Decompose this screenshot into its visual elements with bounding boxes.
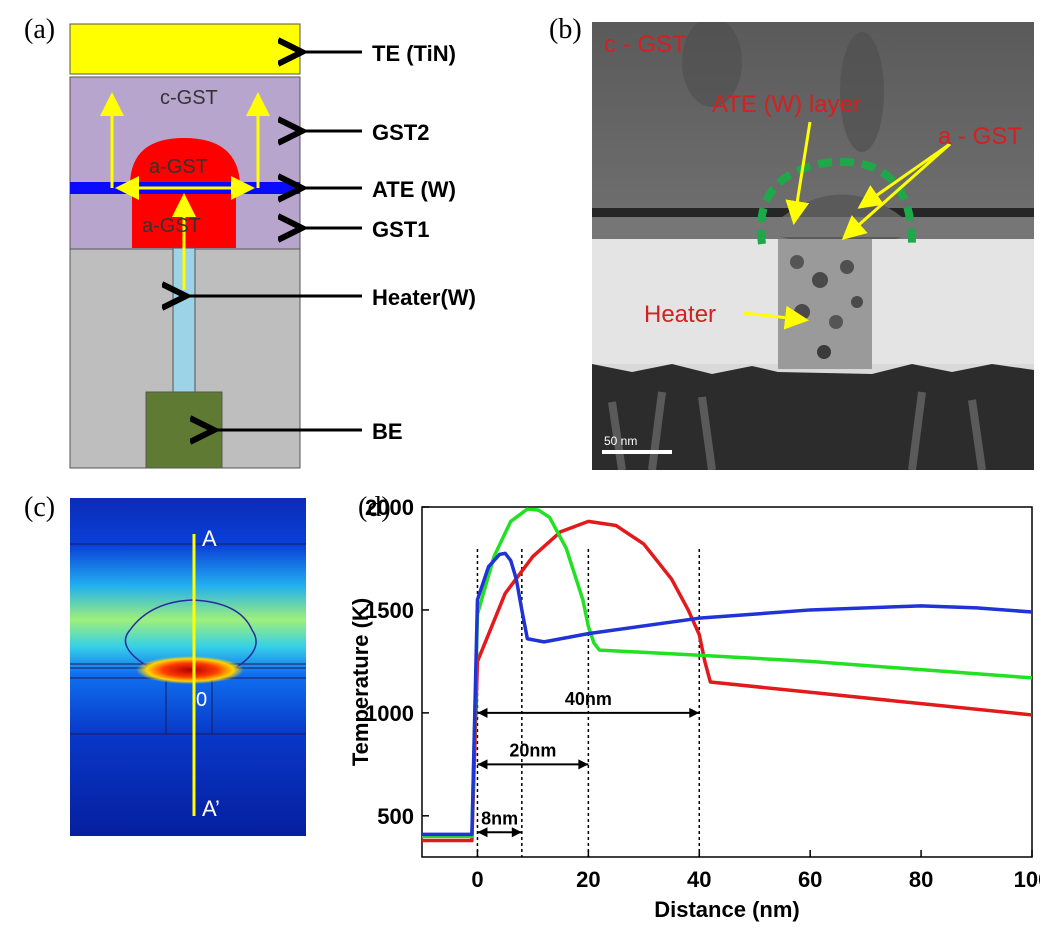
ate-annotation: ATE (W) — [372, 177, 456, 202]
tem-bottom-region — [592, 364, 1034, 470]
dimension-arrowhead — [689, 707, 700, 718]
section-label-a: A — [202, 526, 217, 551]
y-tick-label: 2000 — [365, 495, 414, 520]
dimension-arrowhead — [477, 827, 488, 838]
panel-label-a: (a) — [24, 14, 56, 45]
y-tick-label: 1500 — [365, 598, 414, 623]
heater-annotation: Heater(W) — [372, 285, 476, 310]
tem-scale-label: 50 nm — [604, 434, 637, 448]
dimension-arrowhead — [578, 759, 589, 770]
x-tick-label: 80 — [909, 867, 933, 892]
plot-frame — [421, 506, 1033, 858]
cgst-label: c-GST — [160, 87, 218, 109]
tem-cgst-label: c - GST — [604, 31, 687, 58]
temperature-map: A 0 A’ — [70, 498, 306, 836]
tem-ate-label: ATE (W) layer — [712, 91, 861, 118]
gst2-annotation: GST2 — [372, 120, 429, 145]
panel-label-c: (c) — [24, 492, 56, 523]
dimension-arrowhead — [477, 707, 488, 718]
y-tick-label: 1000 — [365, 701, 414, 726]
tem-heater-label: Heater — [644, 301, 716, 328]
y-tick-label: 500 — [377, 804, 414, 829]
section-label-origin: 0 — [196, 689, 207, 711]
section-label-a-prime: A’ — [202, 796, 220, 821]
gst1-annotation: GST1 — [372, 217, 429, 242]
hotspot — [136, 656, 244, 684]
dimension-arrowhead — [477, 759, 488, 770]
panel-label-d: (d) — [358, 492, 391, 523]
series-line-40nm — [422, 519, 1033, 843]
tem-cgst-region — [592, 22, 1034, 212]
y-axis-label: Temperature (K) — [350, 598, 373, 766]
device-schematic: c-GST a-GST a-GST TE (TiN) GST2 ATE (W) … — [69, 23, 476, 469]
tem-agst-label: a - GST — [938, 123, 1022, 150]
te-annotation: TE (TiN) — [372, 41, 456, 66]
dimension-arrowhead — [511, 827, 522, 838]
x-tick-label: 60 — [798, 867, 822, 892]
x-tick-label: 20 — [576, 867, 600, 892]
tem-micrograph: c - GST ATE (W) layer a - GST Heater 50 … — [592, 22, 1034, 470]
x-tick-label: 100 — [1014, 867, 1040, 892]
dimension-label: 8nm — [481, 808, 518, 828]
x-tick-label: 0 — [471, 867, 483, 892]
be-annotation: BE — [372, 419, 403, 444]
tem-scale-bar — [602, 450, 672, 454]
bottom-electrode — [145, 391, 223, 469]
series-line-8nm — [422, 551, 1033, 837]
panel-label-b: (b) — [549, 14, 582, 45]
dimension-label: 40nm — [565, 689, 612, 709]
tem-dashed-circle — [756, 157, 916, 245]
agst-mushroom — [130, 138, 240, 184]
dimension-label: 20nm — [509, 740, 556, 760]
x-axis-label: Distance (nm) — [654, 897, 799, 922]
agst-top-label: a-GST — [149, 156, 208, 178]
top-electrode — [69, 23, 301, 75]
series-line-20nm — [422, 507, 1033, 839]
agst-bottom-label: a-GST — [142, 215, 201, 237]
x-tick-label: 40 — [687, 867, 711, 892]
